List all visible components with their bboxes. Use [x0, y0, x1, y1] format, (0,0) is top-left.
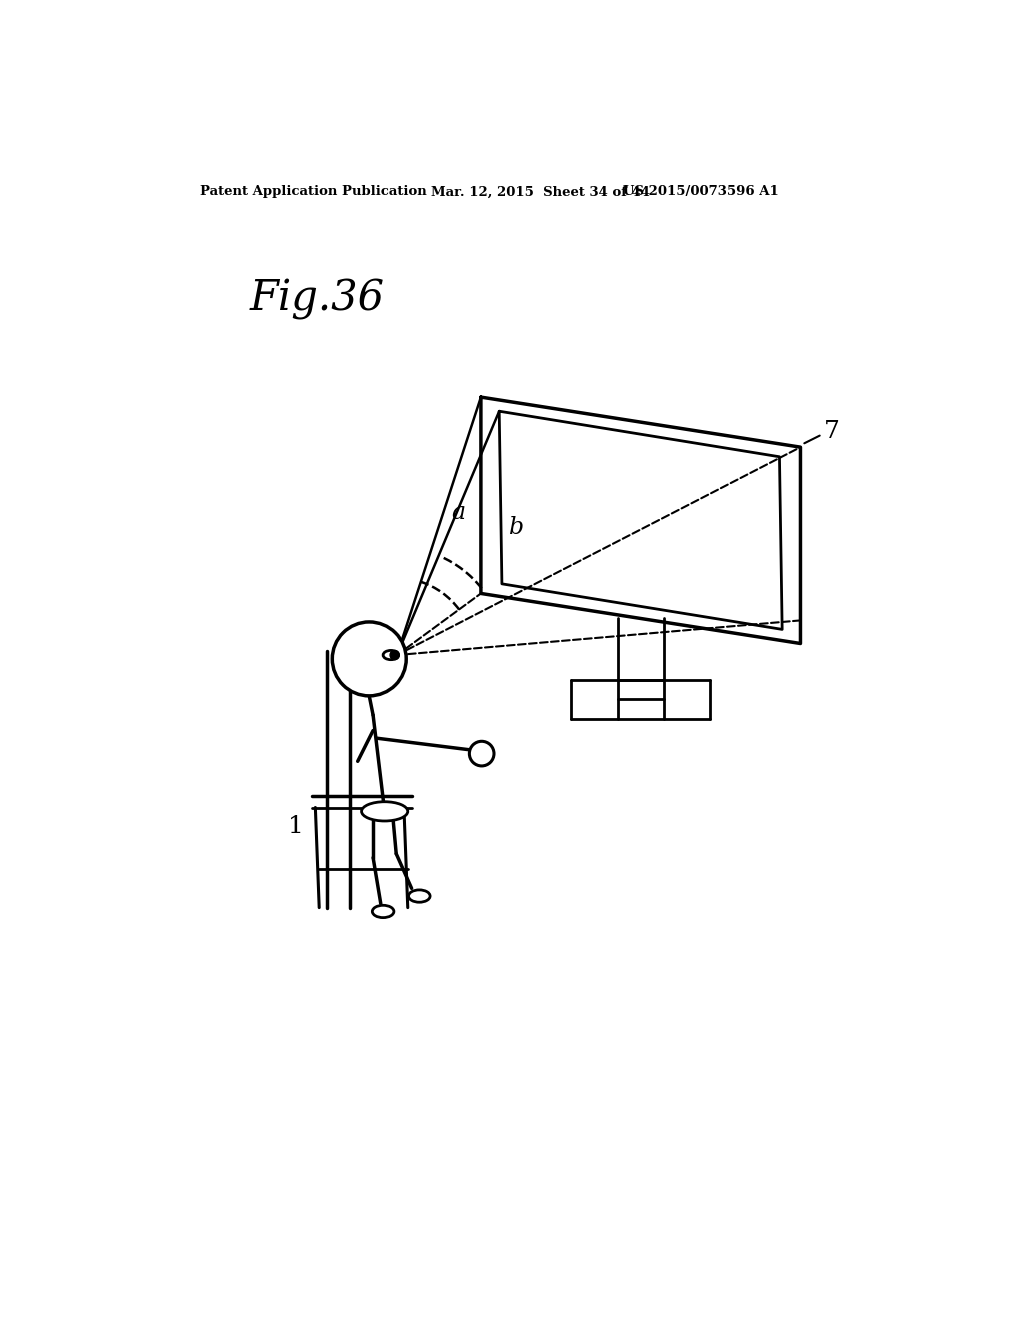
Circle shape — [390, 651, 399, 660]
Text: a: a — [452, 502, 466, 524]
Text: Fig.36: Fig.36 — [250, 277, 385, 319]
Text: Mar. 12, 2015  Sheet 34 of 44: Mar. 12, 2015 Sheet 34 of 44 — [431, 185, 650, 198]
Ellipse shape — [383, 651, 398, 660]
Text: b: b — [509, 516, 524, 540]
Circle shape — [469, 742, 494, 766]
Ellipse shape — [361, 801, 408, 821]
Text: 7: 7 — [823, 420, 840, 444]
Text: US 2015/0073596 A1: US 2015/0073596 A1 — [624, 185, 779, 198]
Ellipse shape — [409, 890, 430, 903]
Circle shape — [333, 622, 407, 696]
Ellipse shape — [373, 906, 394, 917]
Text: Patent Application Publication: Patent Application Publication — [200, 185, 427, 198]
Text: 1: 1 — [288, 816, 304, 838]
